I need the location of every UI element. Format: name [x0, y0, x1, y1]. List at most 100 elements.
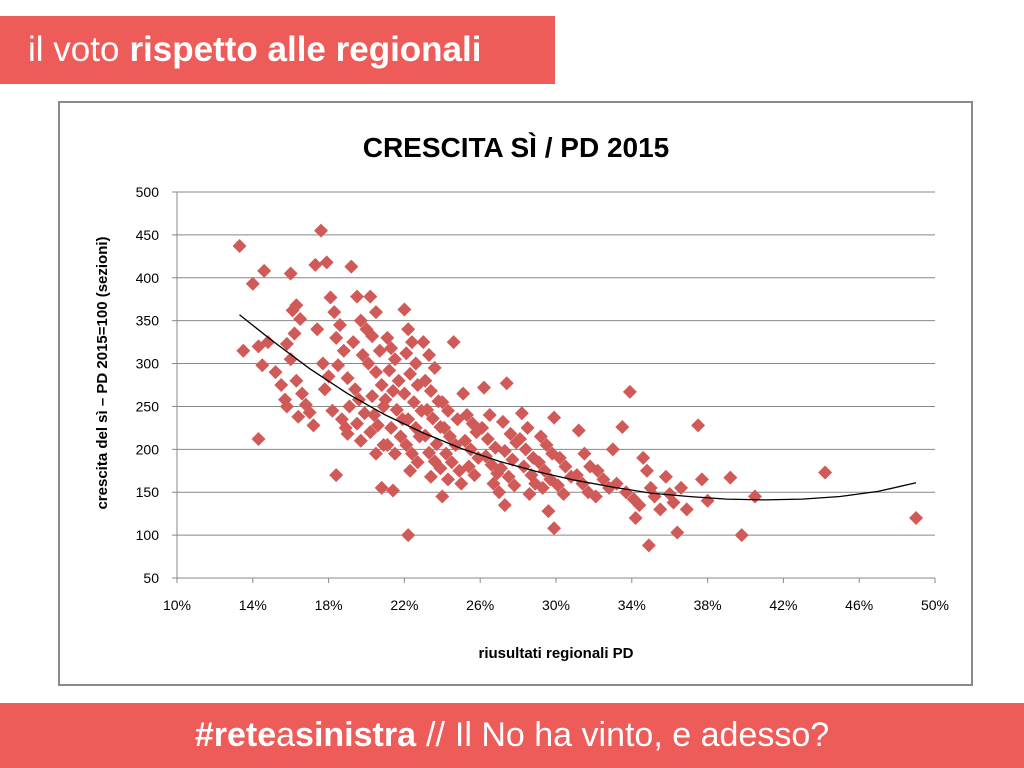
data-point: [747, 489, 762, 504]
data-point: [363, 425, 378, 440]
data-point: [547, 521, 562, 536]
data-point: [501, 469, 516, 484]
footer-hashtag-part-3: sinistra: [295, 716, 416, 754]
data-point: [427, 360, 442, 375]
data-point: [408, 356, 423, 371]
data-point: [327, 305, 342, 320]
data-point: [353, 313, 368, 328]
data-point: [503, 426, 518, 441]
y-tick-label: 250: [136, 398, 160, 414]
y-tick-label: 500: [136, 184, 160, 200]
data-point: [283, 266, 298, 281]
data-point: [550, 478, 565, 493]
data-point: [310, 322, 325, 337]
data-point: [456, 386, 471, 401]
data-point: [533, 429, 548, 444]
data-point: [317, 382, 332, 397]
x-tick-label: 34%: [618, 597, 646, 613]
data-point: [467, 468, 482, 483]
data-point: [380, 330, 395, 345]
data-point: [512, 432, 527, 447]
data-point: [433, 461, 448, 476]
data-point: [454, 476, 469, 491]
data-point: [404, 335, 419, 350]
data-point: [255, 358, 270, 373]
chart-labels: 50 100 150 200 250 300 350 400 450 500 10% 14% 18% 22…: [94, 132, 949, 662]
data-point: [357, 406, 372, 421]
data-point: [350, 416, 365, 431]
data-point: [302, 405, 317, 420]
data-point: [429, 437, 444, 452]
y-tick-label: 200: [136, 441, 160, 457]
data-point: [482, 408, 497, 423]
data-point: [308, 257, 323, 272]
data-point: [435, 489, 450, 504]
data-point: [520, 420, 535, 435]
y-tick-label: 350: [136, 313, 160, 329]
data-point: [399, 346, 414, 361]
data-point: [289, 373, 304, 388]
data-point: [535, 480, 550, 495]
data-point: [442, 429, 457, 444]
data-point: [507, 478, 522, 493]
data-point: [306, 418, 321, 433]
data-point: [279, 399, 294, 414]
footer-separator: //: [426, 716, 445, 754]
data-point: [691, 418, 706, 433]
data-point: [368, 446, 383, 461]
data-point: [639, 463, 654, 478]
data-point: [497, 498, 512, 513]
data-point: [700, 493, 715, 508]
data-point: [403, 463, 418, 478]
data-point: [278, 392, 293, 407]
data-point: [552, 450, 567, 465]
footer-bar: #rete a sinistra // Il No ha vinto, e ades…: [0, 703, 1024, 768]
data-point: [374, 378, 389, 392]
x-tick-label: 46%: [845, 597, 873, 613]
data-point: [314, 223, 329, 238]
data-point: [439, 446, 454, 461]
data-point: [575, 476, 590, 491]
data-point: [446, 335, 461, 350]
data-point: [499, 376, 514, 391]
data-point: [344, 259, 359, 274]
data-point: [315, 356, 330, 371]
data-point: [422, 445, 437, 460]
data-point: [382, 363, 397, 378]
data-point: [289, 298, 304, 313]
x-tick-label: 10%: [163, 597, 191, 613]
data-points: [232, 223, 924, 553]
data-point: [279, 336, 294, 351]
data-point: [670, 525, 685, 540]
data-point: [378, 392, 393, 407]
data-point: [422, 347, 437, 362]
data-point: [734, 528, 749, 543]
data-point: [495, 414, 510, 429]
footer-hashtag-part-1: #rete: [194, 716, 277, 754]
data-point: [528, 476, 543, 491]
data-point: [332, 317, 347, 332]
data-point: [418, 373, 433, 388]
footer-tagline: Il No ha vinto, e adesso?: [454, 716, 830, 754]
data-point: [251, 432, 266, 447]
data-point: [346, 335, 361, 350]
data-point: [348, 382, 363, 397]
data-point: [475, 420, 490, 435]
data-point: [336, 343, 351, 358]
data-point: [274, 378, 289, 392]
data-point: [236, 343, 251, 358]
x-tick-label: 14%: [239, 597, 267, 613]
data-point: [331, 358, 346, 373]
data-point: [268, 365, 283, 380]
data-point: [321, 369, 336, 384]
data-point: [389, 402, 404, 417]
data-point: [420, 402, 435, 417]
data-point: [387, 446, 402, 461]
x-tick-label: 22%: [390, 597, 418, 613]
data-point: [368, 305, 383, 320]
data-point: [391, 373, 406, 388]
data-point: [370, 418, 385, 433]
x-tick-label: 30%: [542, 597, 570, 613]
data-point: [531, 455, 546, 470]
y-tick-label: 150: [136, 484, 160, 500]
